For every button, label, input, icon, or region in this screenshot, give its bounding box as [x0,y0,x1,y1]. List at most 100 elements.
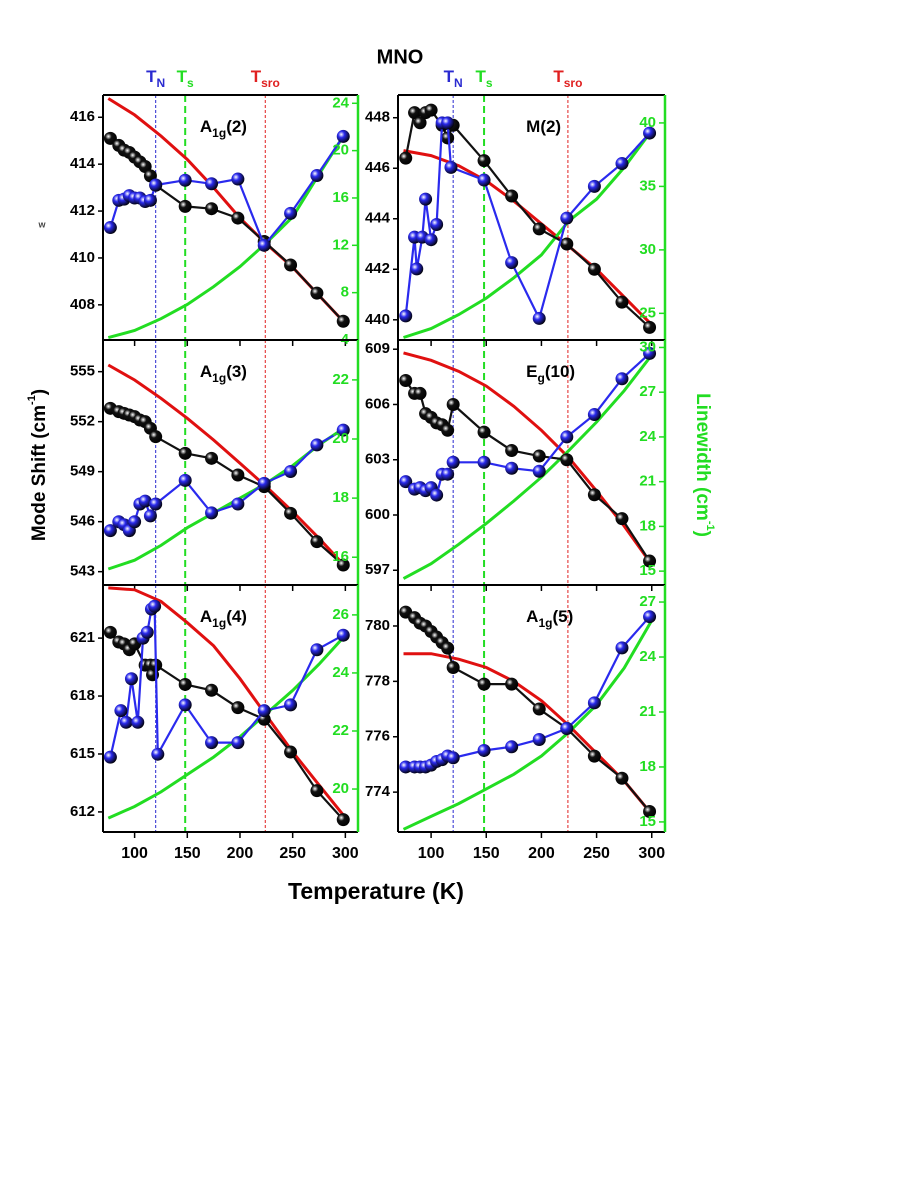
panel-label-text: A [200,362,212,381]
data-point [477,173,491,187]
transition-label-main: T [476,67,487,86]
panel-label-sub: g [538,371,545,385]
data-point [587,408,601,422]
data-point [128,515,142,529]
data-point [560,453,574,467]
data-point [149,430,163,444]
transition-label-sub: s [486,76,493,90]
transition-label-main: T [444,67,455,86]
data-point [310,168,324,182]
x-tick-label: 300 [332,845,359,862]
data-point [441,116,455,130]
data-point [336,423,350,437]
y-tick-label: 600 [365,506,390,523]
x-tick-label: 150 [174,845,201,862]
data-point [532,222,546,236]
x-tick-label: 150 [473,845,500,862]
data-point [178,698,192,712]
y2-tick-label: 24 [639,428,656,445]
transition-label: Ts [177,67,194,90]
data-point [587,262,601,276]
transition-label: TN [444,67,463,90]
y2-tick-label: 30 [639,241,656,258]
x-tick-label: 250 [279,845,306,862]
y-tick-label: 410 [70,249,95,266]
y2-tick-label: 20 [332,780,349,797]
data-point [103,524,117,538]
y2-axis-label-text: Linewidth (cm [692,393,713,521]
series-group [399,346,657,580]
y-tick-label: 776 [365,728,390,745]
y-tick-label: 412 [70,202,95,219]
fit-line [403,129,654,339]
panel-label: M(2) [526,117,561,136]
annotation: w [37,219,46,229]
panel-label-text: A [200,607,212,626]
data-point [441,467,455,481]
data-point [477,154,491,168]
data-point [643,554,657,568]
data-point [310,438,324,452]
panel-label-suffix: (2) [226,117,247,136]
panel-label-suffix: (10) [545,362,575,381]
y2-tick-label: 21 [639,703,656,720]
data-point [560,237,574,251]
fit-line [107,363,347,568]
panel-label-suffix: (3) [226,362,247,381]
data-point [424,233,438,247]
fit-line [107,132,347,340]
data-point [399,151,413,165]
data-point [205,506,219,520]
data-point [532,702,546,716]
y2-tick-label: 25 [639,304,656,321]
data-point [587,749,601,763]
data-point [477,425,491,439]
data-point [446,751,460,765]
series-group [103,586,350,827]
data-point [505,677,519,691]
y2-tick-label: 20 [332,430,349,447]
y-tick-label: 549 [70,463,95,480]
y2-tick-label: 15 [639,813,656,830]
y-axis-label-text: Mode Shift (cm [29,405,50,541]
y-tick-label: 618 [70,687,95,704]
data-point [178,473,192,487]
data-point [441,641,455,655]
y-axis-label: Mode Shift (cm-1) [26,389,50,541]
data-point [310,286,324,300]
data-point [336,558,350,572]
data-point [205,451,219,465]
y2-tick-label: 16 [332,548,349,565]
y-tick-label: 621 [70,629,95,646]
data-point [532,449,546,463]
data-point [178,677,192,691]
data-point [284,698,298,712]
data-point [140,625,154,639]
data-point [477,677,491,691]
data-point [231,211,245,225]
data-point [103,750,117,764]
data-point [505,740,519,754]
data-point [284,745,298,759]
series-group [399,605,657,831]
y-tick-label: 546 [70,513,95,530]
panel: 100 150 200 250 300 774 776 778 780 15 18 21 24 27 A1g… [365,584,667,862]
data-point [149,497,163,511]
panel: TNTsTsro4084104124144164812162024A1g(2) [70,67,360,348]
data-point [151,747,165,761]
data-point [284,258,298,272]
data-point [336,129,350,143]
data-point [615,641,629,655]
data-point [231,468,245,482]
panel: 543 546 549 552 555 16 18 20 22 A1g(3) [70,339,360,591]
data-point [399,475,413,489]
series-group [399,103,657,339]
panel-label: A1g(5) [526,607,573,630]
data-point [643,126,657,140]
data-point [178,446,192,460]
data-point [310,784,324,798]
y2-tick-label: 15 [639,562,656,579]
y2-tick-label: 30 [639,338,656,355]
